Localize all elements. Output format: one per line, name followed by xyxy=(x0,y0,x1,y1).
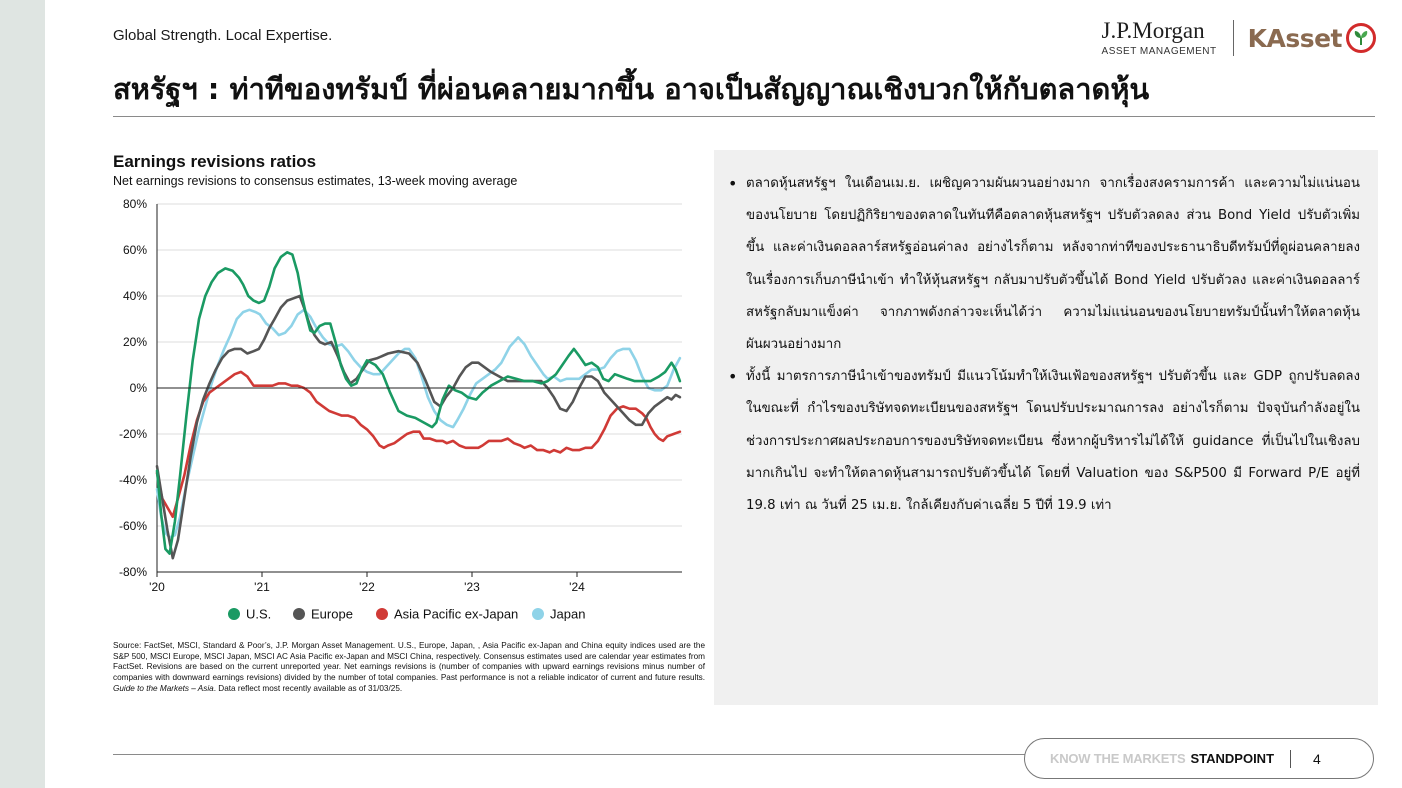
legend-label: Asia Pacific ex-Japan xyxy=(394,607,518,622)
y-tick-label: -40% xyxy=(119,473,147,487)
x-tick-label: '24 xyxy=(569,580,585,594)
y-tick-label: 20% xyxy=(123,335,147,349)
legend-marker xyxy=(532,608,544,620)
legend-marker xyxy=(376,608,388,620)
series-line-asia-pacific-ex-japan xyxy=(155,370,682,519)
earnings-revisions-chart: 80% 60% 40% 20% 0% -20% -40% -60% -80%'20 '21 '22 '… xyxy=(119,197,682,622)
x-tick-label: '22 xyxy=(359,580,375,594)
footer-badge: KNOW THE MARKETS STANDPOINT 4 xyxy=(1024,738,1374,779)
jpmorgan-logo: J.P.Morgan ASSET MANAGEMENT xyxy=(1101,17,1217,57)
bullet-text: ทั้งนี้ มาตรการภาษีนำเข้าของทรัมป์ มีแนว… xyxy=(746,369,1360,514)
page-title: สหรัฐฯ : ท่าทีของทรัมป์ ที่ผ่อนคลายมากขึ… xyxy=(113,72,1150,106)
y-tick-label: 80% xyxy=(123,197,147,211)
x-tick-label: '23 xyxy=(464,580,480,594)
y-tick-label: -20% xyxy=(119,427,147,441)
title-divider xyxy=(113,116,1375,117)
bullet-text: ตลาดหุ้นสหรัฐฯ ในเดือนเม.ย. เผชิญความผัน… xyxy=(746,176,1360,353)
tagline: Global Strength. Local Expertise. xyxy=(113,27,333,44)
source-date: . Data reflect most recently available a… xyxy=(213,683,403,693)
bullet-1: • ตลาดหุ้นสหรัฐฯ ในเดือนเม.ย. เผชิญความผ… xyxy=(728,168,1360,361)
x-tick-label: '20 xyxy=(149,580,165,594)
legend-marker xyxy=(293,608,305,620)
y-tick-label: -60% xyxy=(119,519,147,533)
series-line-japan xyxy=(155,308,682,539)
footer-know-the-markets: KNOW THE MARKETS xyxy=(1050,751,1186,766)
footer-divider xyxy=(113,754,1028,755)
commentary-box: • ตลาดหุ้นสหรัฐฯ ในเดือนเม.ย. เผชิญความผ… xyxy=(714,150,1378,705)
footer-separator xyxy=(1290,749,1292,768)
series-line-u-s- xyxy=(155,251,682,555)
left-side-band xyxy=(0,0,45,788)
y-tick-label: 60% xyxy=(123,243,147,257)
bullet-dot: • xyxy=(728,174,738,193)
legend-label: U.S. xyxy=(246,607,271,622)
legend-marker xyxy=(228,608,240,620)
logo-area: J.P.Morgan ASSET MANAGEMENT KAsset xyxy=(1102,16,1376,60)
chart-title: Earnings revisions ratios xyxy=(113,152,317,171)
x-tick-label: '21 xyxy=(254,580,270,594)
y-tick-label: 40% xyxy=(123,289,147,303)
source-note: Source: FactSet, MSCI, Standard & Poor’s… xyxy=(113,641,705,695)
source-text: Source: FactSet, MSCI, Standard & Poor’s… xyxy=(113,641,705,683)
kasset-wordmark: KAsset xyxy=(1247,23,1343,53)
bullet-dot: • xyxy=(728,367,738,387)
legend-label: Japan xyxy=(550,607,585,622)
footer-standpoint: STANDPOINT xyxy=(1190,751,1275,766)
page-number: 4 xyxy=(1313,750,1321,767)
logo-divider xyxy=(1232,20,1234,56)
series-line-europe xyxy=(155,294,682,560)
source-guide-title: Guide to the Markets – Asia xyxy=(113,683,214,693)
bullet-2: • ทั้งนี้ มาตรการภาษีนำเข้าของทรัมป์ มีแ… xyxy=(728,361,1360,522)
y-tick-label: 0% xyxy=(130,381,148,395)
kasset-logo: KAsset xyxy=(1248,23,1376,53)
legend-label: Europe xyxy=(311,607,353,622)
chart-subtitle: Net earnings revisions to consensus esti… xyxy=(113,174,518,188)
jpmorgan-name: J.P.Morgan xyxy=(1101,17,1205,43)
y-tick-label: -80% xyxy=(119,565,147,579)
kasset-leaf-icon xyxy=(1346,23,1376,53)
jpmorgan-sub: ASSET MANAGEMENT xyxy=(1101,45,1217,57)
